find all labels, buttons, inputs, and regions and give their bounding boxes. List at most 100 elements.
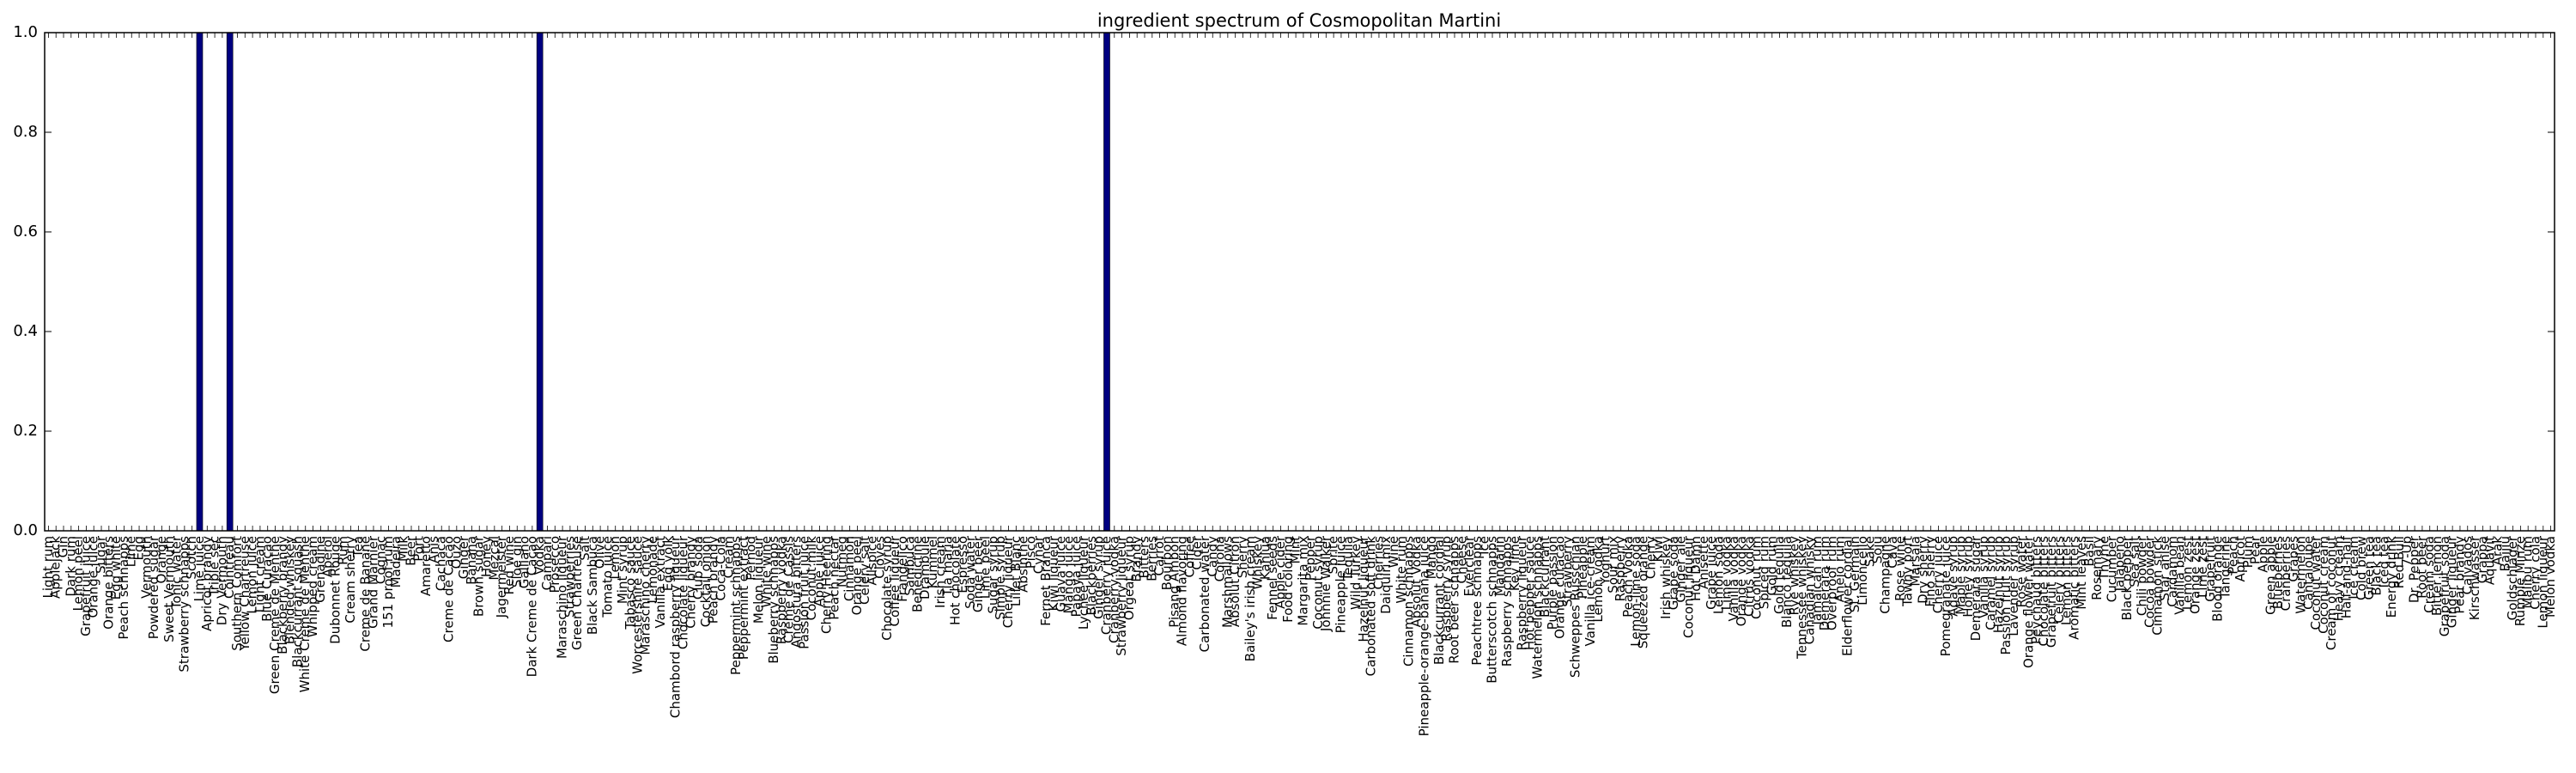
x-tick-label: Lime vodka [1718, 536, 1734, 610]
x-tick-label: Cream [720, 536, 736, 578]
x-tick-label: Vanilla vodka [1726, 536, 1741, 621]
x-tick-label: Cherry juice [1930, 536, 1946, 613]
x-tick-label: Vanilla extract [653, 536, 668, 629]
x-tick-label: Pernod [744, 536, 759, 581]
x-tick-label: Mint syrup [615, 536, 630, 604]
x-tick-label: Irish cream [933, 536, 948, 608]
x-tick-label: Grapefruit juice [78, 536, 94, 636]
x-tick-label: Apple juice [811, 536, 827, 607]
x-tick-label: Ice [1477, 536, 1492, 555]
x-tick-label: Chocolate liqueur [675, 535, 690, 649]
x-tick-label: Lemon vodka [1590, 536, 1606, 623]
x-tick-label: White rum [1394, 536, 1409, 604]
x-tick-label: Carrot [1151, 536, 1167, 576]
x-tick-label: Grapefruit bitters [2044, 536, 2059, 648]
x-tick-label: Celery salt [857, 536, 872, 605]
x-tick-label: Chambord raspberry liqueur [668, 535, 683, 718]
x-tick-label: Blood orange [2210, 536, 2226, 622]
x-tick-label: Simple syrup [993, 536, 1008, 620]
x-tick-label: Marshmallows [1219, 536, 1235, 628]
x-tick-label: Green apple [2263, 536, 2278, 615]
x-tick-label: Lime juice [191, 536, 207, 601]
x-tick-label: Energy drink [2384, 536, 2399, 618]
x-tick-label: Jalapeno [2111, 536, 2127, 592]
x-tick-label: Strawberry [1560, 536, 1576, 607]
x-tick-label: Sherry [1235, 536, 1250, 578]
x-tick-label: Cherry liqueur [1000, 535, 1016, 628]
x-tick-label: Prosecco [547, 536, 562, 593]
x-tick-label: Everclear [1461, 535, 1477, 596]
x-tick-label: Cream of coconut [2324, 536, 2339, 650]
x-tick-label: Anis [426, 536, 441, 563]
plot-frame [44, 32, 2555, 532]
x-tick-label: Gold tequila [1771, 536, 1787, 614]
y-tick-label: 0.8 [13, 123, 38, 141]
x-tick-label: Blackberries [1084, 536, 1099, 616]
x-tick-label: Red wine [501, 536, 517, 594]
x-tick-label: Light rum [40, 536, 56, 599]
x-tick-label: Half-and-half [2338, 535, 2354, 618]
x-tick-label: Passion fruit syrup [1998, 536, 2014, 654]
x-tick-label: Orange [154, 536, 169, 583]
x-tick-label: Scotch [184, 536, 199, 580]
x-tick-label: Pineapple-orange-banana juice [1416, 536, 1431, 736]
x-tick-label: Almond flavoring [1175, 536, 1190, 646]
x-tick-label: Daiquiri mix [1378, 536, 1394, 614]
x-tick-label: Malibu rum [2520, 536, 2536, 609]
x-tick-label: Peppermint schnapps [728, 536, 744, 675]
x-tick-label: Powdered sugar [146, 535, 161, 639]
x-tick-label: Cranberry vodka [1106, 536, 1121, 643]
x-tick-label: Angostura bitters [789, 536, 805, 648]
x-tick-label: Schweppes Russchian [1567, 536, 1583, 678]
x-tick-label: Pepper [1303, 535, 1318, 581]
x-tick-label: Berries [1144, 536, 1159, 581]
x-tick-label: Yoghurt [1598, 536, 1613, 586]
x-tick-label: Dr. Pepper [2407, 535, 2422, 603]
x-tick-label: Pineapple [1575, 536, 1590, 599]
x-tick-label: Lemon liqueur [2535, 535, 2550, 628]
x-tick-label: Melon liqueur [750, 535, 766, 624]
x-tick-label: Rose wine [1893, 536, 1908, 601]
x-tick-label: Cinnamon [841, 536, 857, 601]
x-tick-label: Cinnamon stick [2149, 536, 2165, 636]
x-tick-label: Anisette [1696, 536, 1711, 589]
x-tick-label: Vanilla syrup [1976, 536, 1991, 618]
x-tick-label: Plum [2240, 536, 2256, 568]
x-tick-label: Blackcurrant [1537, 536, 1552, 618]
x-tick-label: Madeira [388, 536, 404, 587]
x-tick-label: Marsala [1908, 536, 1923, 587]
x-tick-label: Calvados [2459, 536, 2475, 595]
x-tick-label: Mezcal [486, 536, 501, 581]
x-tick-label: Aromatic bitters [2066, 536, 2081, 640]
x-tick-label: Sea salt [2127, 536, 2142, 587]
x-tick-label: Tabasco sauce [623, 536, 638, 630]
x-tick-label: Food coloring [1280, 536, 1296, 623]
x-tick-label: Fino sherry [1923, 536, 1938, 607]
x-tick-label: Hot Damn [1688, 536, 1704, 601]
x-tick-label: Pear [2248, 535, 2263, 564]
x-tick-label: Lavender syrup [2006, 536, 2021, 636]
x-tick-label: Peachtree schnapps [1469, 536, 1485, 666]
x-tick-label: Light cream [252, 536, 267, 612]
x-tick-label: Sprite [1326, 536, 1341, 575]
x-tick-label: Black tea [2369, 536, 2385, 596]
x-tick-label: Cinnamon schnapps [1401, 536, 1417, 666]
x-tick-label: Baijiu [2497, 536, 2512, 572]
bar [196, 32, 204, 532]
x-tick-label: Pineapple juice [1333, 536, 1348, 633]
x-tick-label: Pisco [1023, 536, 1038, 569]
x-tick-label: Green Creme de Menthe [267, 536, 283, 694]
x-tick-label: Brown sugar [471, 535, 487, 617]
x-tick-label: Orange flower water [2021, 535, 2037, 668]
x-tick-label: Jagermeister [494, 535, 509, 618]
x-tick-label: Sugar [94, 535, 109, 574]
x-tick-label: Cava [1885, 536, 1900, 569]
x-tick-label: Tequila [1340, 536, 1356, 581]
x-tick-label: Maraschino liqueur [555, 535, 570, 659]
x-tick-label: Papaya juice [1068, 536, 1084, 617]
x-tick-label: Mango juice [1060, 536, 1076, 613]
x-tick-label: Thyme [2097, 536, 2112, 581]
